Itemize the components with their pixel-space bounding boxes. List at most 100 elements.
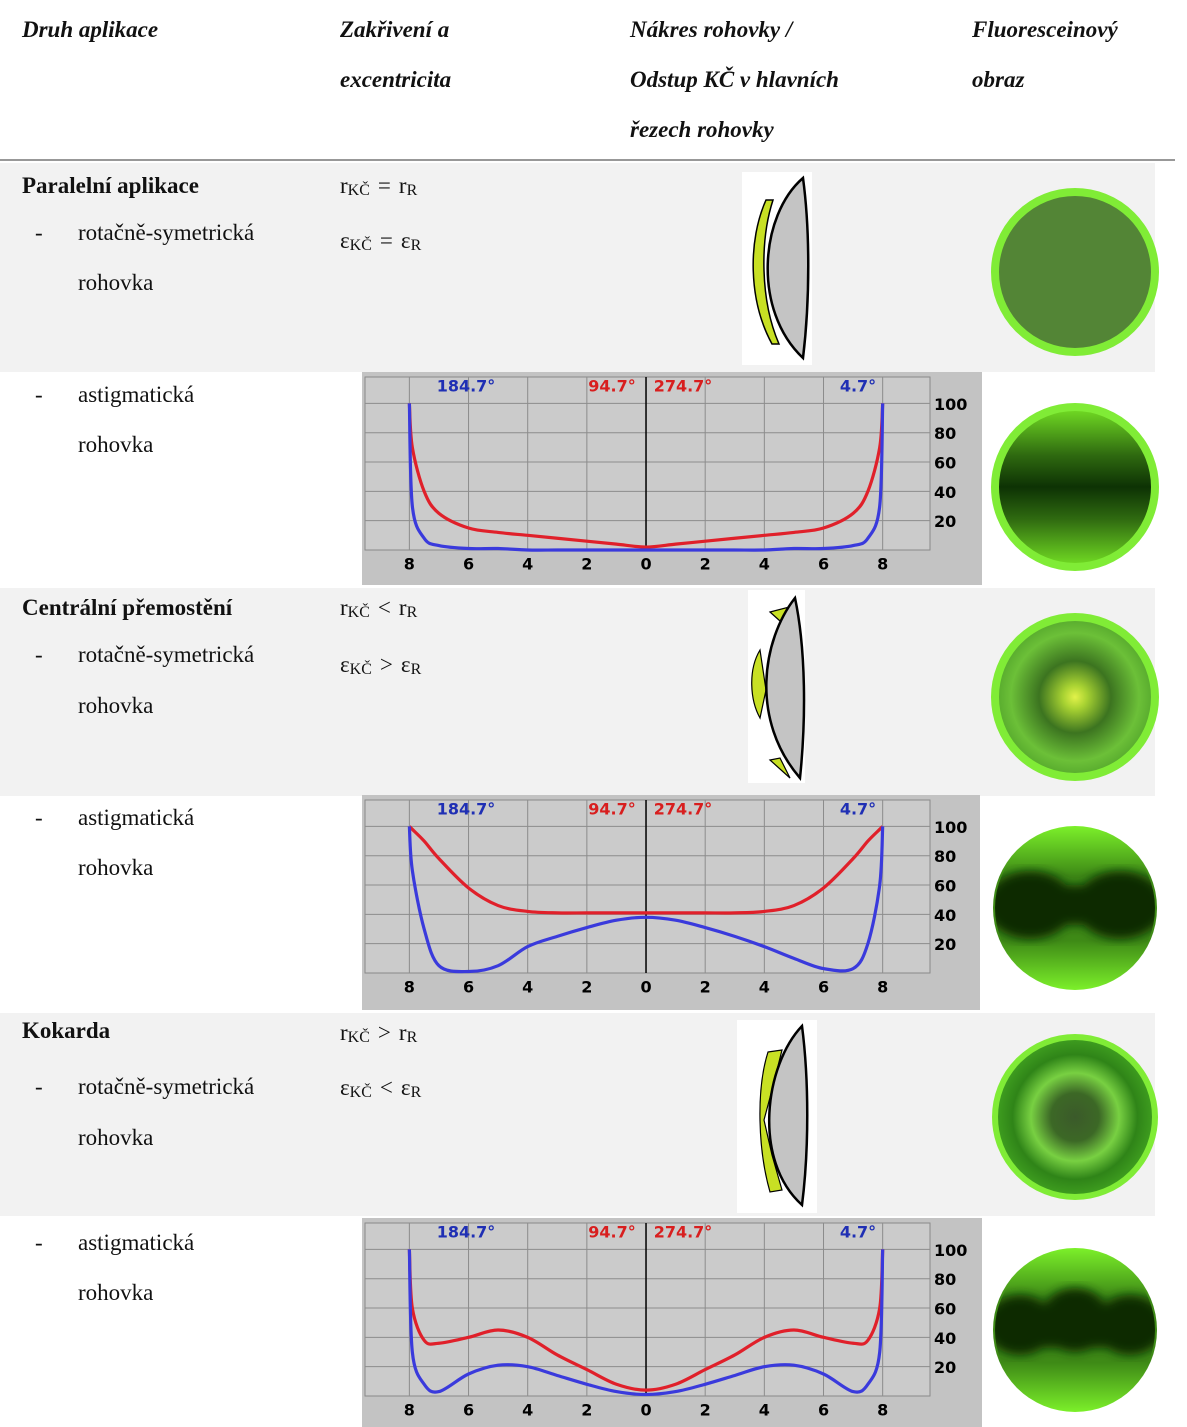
column-header: Odstup KČ v hlavních xyxy=(630,66,839,92)
x-tick-label: 2 xyxy=(581,555,592,574)
x-tick-label: 6 xyxy=(818,555,829,574)
x-tick-label: 2 xyxy=(581,1401,592,1420)
y-tick-label: 100 xyxy=(934,818,967,837)
y-tick-label: 20 xyxy=(934,512,956,531)
column-header: Zakřivení a xyxy=(339,17,449,42)
list-text: rohovka xyxy=(78,1125,153,1150)
formula-part: R xyxy=(407,604,418,621)
list-dash: - xyxy=(35,1230,43,1255)
formula-part: KČ xyxy=(348,602,370,621)
angle-label: 184.7° xyxy=(437,1223,496,1242)
fluorescein-image xyxy=(985,1248,1165,1412)
angle-label: 4.7° xyxy=(840,377,876,396)
x-tick-label: 6 xyxy=(463,555,474,574)
x-tick-label: 6 xyxy=(463,978,474,997)
x-tick-label: 6 xyxy=(463,1401,474,1420)
fluorescein-image xyxy=(995,617,1155,777)
x-tick-label: 2 xyxy=(700,555,711,574)
column-header: Fluoresceinový xyxy=(971,17,1118,42)
page: { "header": {"columns": [["Druh aplikace… xyxy=(0,0,1187,1427)
y-tick-label: 60 xyxy=(934,877,956,896)
angle-label: 94.7° xyxy=(588,800,635,819)
list-text: rotačně-symetrická xyxy=(78,1074,254,1099)
x-tick-label: 8 xyxy=(404,555,415,574)
column-header: obraz xyxy=(972,67,1024,92)
y-tick-label: 100 xyxy=(934,1241,967,1260)
list-text: rohovka xyxy=(78,855,153,880)
fluorescein-image xyxy=(995,192,1155,352)
column-header: Druh aplikace xyxy=(21,17,158,42)
x-tick-label: 4 xyxy=(522,1401,533,1420)
list-dash: - xyxy=(35,220,43,245)
y-tick-label: 40 xyxy=(934,906,956,925)
angle-label: 94.7° xyxy=(588,377,635,396)
formula-part: < xyxy=(380,1075,393,1100)
x-tick-label: 0 xyxy=(640,978,651,997)
x-tick-label: 8 xyxy=(877,1401,888,1420)
formula-part: > xyxy=(378,1020,391,1045)
chart: 20406080100864202468184.7°94.7°274.7°4.7… xyxy=(362,1218,982,1427)
x-tick-label: 2 xyxy=(700,978,711,997)
list-text: astigmatická xyxy=(78,382,194,407)
list-text: rohovka xyxy=(78,432,153,457)
formula-part: < xyxy=(378,595,391,620)
y-tick-label: 100 xyxy=(934,395,967,414)
formula-part: = xyxy=(380,228,393,253)
list-text: rotačně-symetrická xyxy=(78,642,254,667)
angle-label: 274.7° xyxy=(654,1223,713,1242)
formula-part: ε xyxy=(340,228,350,253)
section-title: Kokarda xyxy=(22,1018,111,1043)
x-tick-label: 6 xyxy=(818,978,829,997)
x-tick-label: 2 xyxy=(700,1401,711,1420)
list-text: astigmatická xyxy=(78,805,194,830)
formula-part: R xyxy=(407,182,418,199)
list-dash: - xyxy=(35,382,43,407)
x-tick-label: 4 xyxy=(522,555,533,574)
list-text: rohovka xyxy=(78,270,153,295)
y-tick-label: 40 xyxy=(934,483,956,502)
formula-part: R xyxy=(411,1084,422,1101)
formula-part: ε xyxy=(401,652,411,677)
formula-part: KČ xyxy=(350,1082,372,1101)
x-tick-label: 4 xyxy=(759,1401,770,1420)
x-tick-label: 0 xyxy=(640,555,651,574)
y-tick-label: 80 xyxy=(934,1270,956,1289)
angle-label: 184.7° xyxy=(437,800,496,819)
column-header: Nákres rohovky / xyxy=(629,17,795,42)
x-tick-label: 8 xyxy=(404,1401,415,1420)
fluorescein-image xyxy=(995,1037,1155,1197)
x-tick-label: 4 xyxy=(759,978,770,997)
formula-part: ε xyxy=(401,228,411,253)
fluorescein-image xyxy=(985,826,1165,990)
cornea-drawing xyxy=(748,590,805,783)
formula-part: KČ xyxy=(348,180,370,199)
list-dash: - xyxy=(35,1074,43,1099)
y-tick-label: 60 xyxy=(934,1300,956,1319)
angle-label: 4.7° xyxy=(840,800,876,819)
formula-part: R xyxy=(407,1029,418,1046)
x-tick-label: 8 xyxy=(877,978,888,997)
angle-label: 184.7° xyxy=(437,377,496,396)
x-tick-label: 8 xyxy=(877,555,888,574)
section-band xyxy=(0,1013,1155,1216)
y-tick-label: 20 xyxy=(934,935,956,954)
list-text: astigmatická xyxy=(78,1230,194,1255)
column-header: řezech rohovky xyxy=(630,117,775,142)
y-tick-label: 20 xyxy=(934,1358,956,1377)
formula-part: > xyxy=(380,652,393,677)
angle-label: 274.7° xyxy=(654,800,713,819)
formula-part: R xyxy=(411,237,422,254)
x-tick-label: 4 xyxy=(522,978,533,997)
list-text: rohovka xyxy=(78,693,153,718)
list-dash: - xyxy=(35,805,43,830)
fluorescein-image xyxy=(995,407,1155,567)
formula-part: KČ xyxy=(348,1027,370,1046)
angle-label: 274.7° xyxy=(654,377,713,396)
x-tick-label: 0 xyxy=(640,1401,651,1420)
formula-part: KČ xyxy=(350,659,372,678)
section-backgrounds xyxy=(0,163,1155,1216)
section-title: Paralelní aplikace xyxy=(22,173,199,198)
list-dash: - xyxy=(35,642,43,667)
